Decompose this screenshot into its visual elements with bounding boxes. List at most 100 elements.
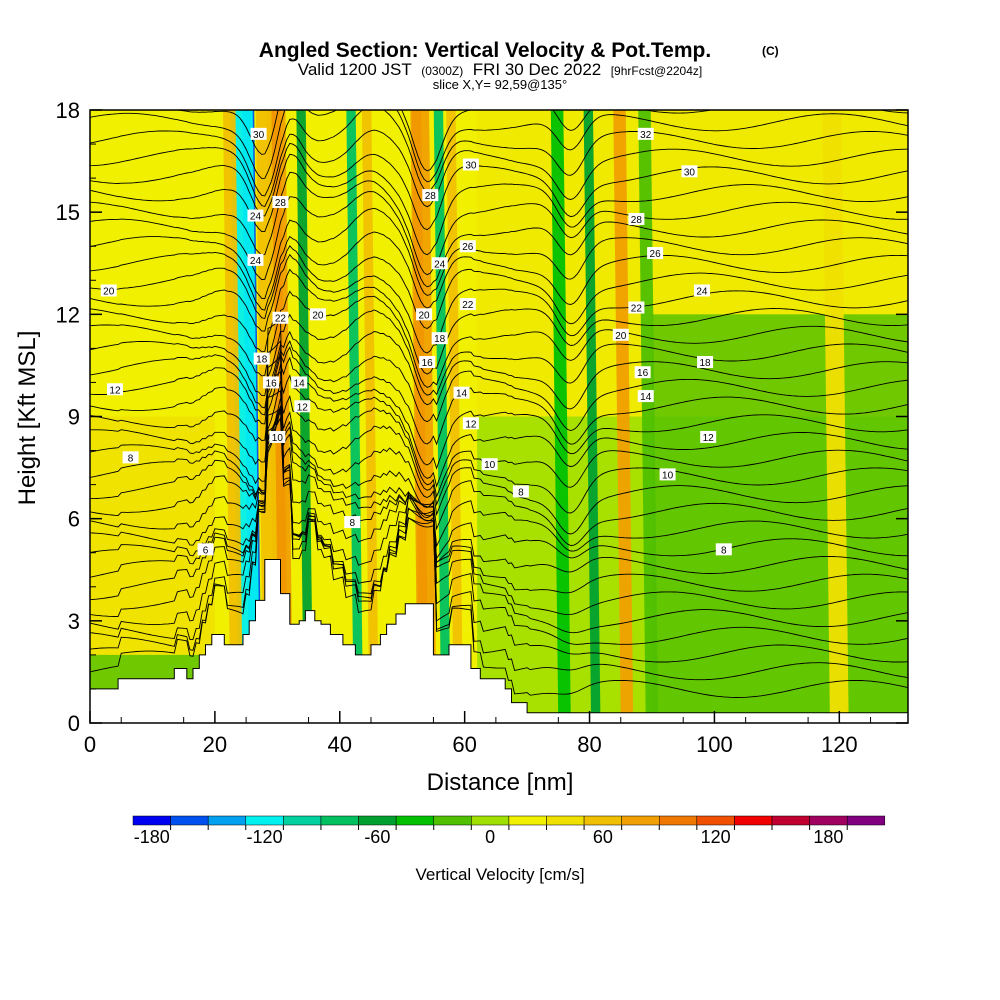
- potential-temperature-contours: [90, 110, 908, 698]
- colorbar-swatch-9: [471, 815, 510, 826]
- contour-label-text: 14: [294, 378, 306, 389]
- contour-label-bg: [272, 195, 289, 208]
- contour-label-text: 22: [462, 300, 474, 311]
- contour-label-text: 8: [518, 487, 524, 498]
- colorbar-swatch-15: [696, 815, 735, 826]
- isentrope-5: [90, 407, 908, 616]
- contour-label-text: 30: [684, 167, 696, 178]
- contour-label-1: 28: [272, 195, 289, 209]
- isentrope-15: [90, 356, 908, 470]
- contour-label-text: 10: [662, 470, 674, 481]
- velocity-band-15: [613, 110, 634, 723]
- colorbar-swatch-5: [320, 815, 359, 826]
- isentrope-33: [173, 110, 908, 172]
- contour-label-bg: [431, 257, 448, 270]
- velocity-band-10: [410, 110, 437, 723]
- contour-label-34: 20: [612, 328, 629, 342]
- x-axis-label: Distance [nm]: [427, 769, 574, 796]
- contour-label-text: 26: [462, 242, 474, 253]
- contour-label-9: 12: [294, 400, 311, 413]
- contour-label-bg: [697, 356, 714, 369]
- contour-label-text: 6: [203, 545, 209, 556]
- contour-label-text: 32: [640, 130, 652, 141]
- x-tick-label-3: 60: [452, 732, 476, 757]
- contour-label-text: 10: [272, 433, 284, 444]
- contour-label-bg: [512, 485, 529, 498]
- subtitle-date: FRI 30 Dec 2022: [473, 60, 602, 79]
- contour-label-bg: [637, 390, 654, 403]
- contour-label-text: 28: [425, 191, 437, 202]
- slice-label: slice X,Y= 92,59@135°: [433, 77, 567, 92]
- contour-label-30: 28: [628, 212, 645, 226]
- colorbar-tick-label-4: 60: [593, 827, 613, 847]
- contour-label-bg: [634, 366, 651, 379]
- y-tick-label-0: 0: [68, 711, 80, 736]
- colorbar-swatch-10: [508, 815, 547, 826]
- contour-label-bg: [637, 127, 654, 140]
- field-region-5: [651, 314, 908, 723]
- contour-label-37: 14: [637, 390, 654, 403]
- colorbar-tick-label-1: -120: [247, 827, 283, 847]
- colorbar-swatch-4: [283, 815, 322, 826]
- contour-label-27: 22: [459, 298, 476, 311]
- contour-label-13: 8: [122, 451, 139, 464]
- contour-label-bg: [263, 376, 280, 389]
- isentrope-18: [90, 330, 908, 410]
- contour-label-bg: [681, 165, 698, 178]
- isentrope-10: [90, 406, 908, 546]
- x-tick-label-2: 40: [328, 732, 352, 757]
- contour-label-40: 8: [715, 543, 732, 556]
- terrain: [90, 559, 908, 723]
- contour-label-text: 30: [253, 130, 265, 141]
- y-tick-label-6: 18: [56, 98, 80, 123]
- isentrope-16: [90, 346, 908, 446]
- chart-subtitle: Valid 1200 JST (0300Z) FRI 30 Dec 2022 […: [298, 60, 703, 79]
- contour-label-38: 12: [700, 430, 717, 444]
- colorbar-swatch-8: [433, 815, 472, 826]
- colorbar-tick-label-2: -60: [364, 827, 390, 847]
- y-tick-label-5: 15: [56, 200, 80, 225]
- contour-label-21: 14: [453, 386, 470, 400]
- colorbar-swatch-14: [659, 815, 698, 826]
- contour-label-text: 24: [250, 256, 262, 267]
- contour-label-bg: [693, 284, 710, 297]
- isentrope-7: [90, 416, 908, 574]
- contour-label-bg: [715, 543, 732, 556]
- contour-label-text: 16: [422, 358, 434, 369]
- isentrope-30: [90, 129, 908, 208]
- contour-label-bg: [659, 468, 676, 481]
- contour-label-text: 10: [484, 460, 496, 471]
- contour-label-36: 16: [634, 366, 651, 379]
- contour-label-text: 28: [275, 198, 287, 209]
- colorbar-swatch-11: [546, 815, 585, 826]
- contour-label-5: 20: [309, 308, 326, 321]
- contour-label-4: 22: [272, 311, 289, 325]
- contour-label-31: 26: [647, 247, 664, 260]
- contour-label-bg: [459, 240, 476, 253]
- isentrope-25: [90, 207, 908, 300]
- contour-label-29: 30: [681, 165, 698, 178]
- colorbar-swatch-12: [583, 815, 622, 826]
- contour-label-text: 18: [434, 334, 446, 345]
- contour-label-28: 32: [637, 127, 654, 141]
- isentrope-11: [90, 409, 908, 535]
- contour-label-text: 26: [650, 249, 662, 260]
- contour-label-14: 6: [197, 543, 214, 556]
- contour-label-bg: [462, 158, 479, 171]
- contour-label-23: 10: [481, 458, 498, 471]
- y-tick-label-4: 12: [56, 302, 80, 327]
- isentrope-6: [90, 417, 908, 594]
- y-axis-label: Height [Kft MSL]: [14, 331, 41, 506]
- colorbar: -180 -120 -60 0 60 120 180: [132, 815, 886, 847]
- contour-label-text: 12: [297, 402, 309, 413]
- velocity-band-6: [296, 110, 314, 723]
- velocity-band-14: [583, 110, 601, 723]
- isentrope-19: [90, 309, 908, 397]
- contour-label-20: 16: [419, 356, 436, 369]
- isentrope-31: [90, 110, 908, 197]
- isentrope-14: [90, 374, 908, 488]
- isentrope-9: [90, 405, 908, 552]
- contour-label-bg: [628, 301, 645, 314]
- contour-label-11: 20: [100, 284, 117, 297]
- velocity-band-13: [550, 110, 571, 723]
